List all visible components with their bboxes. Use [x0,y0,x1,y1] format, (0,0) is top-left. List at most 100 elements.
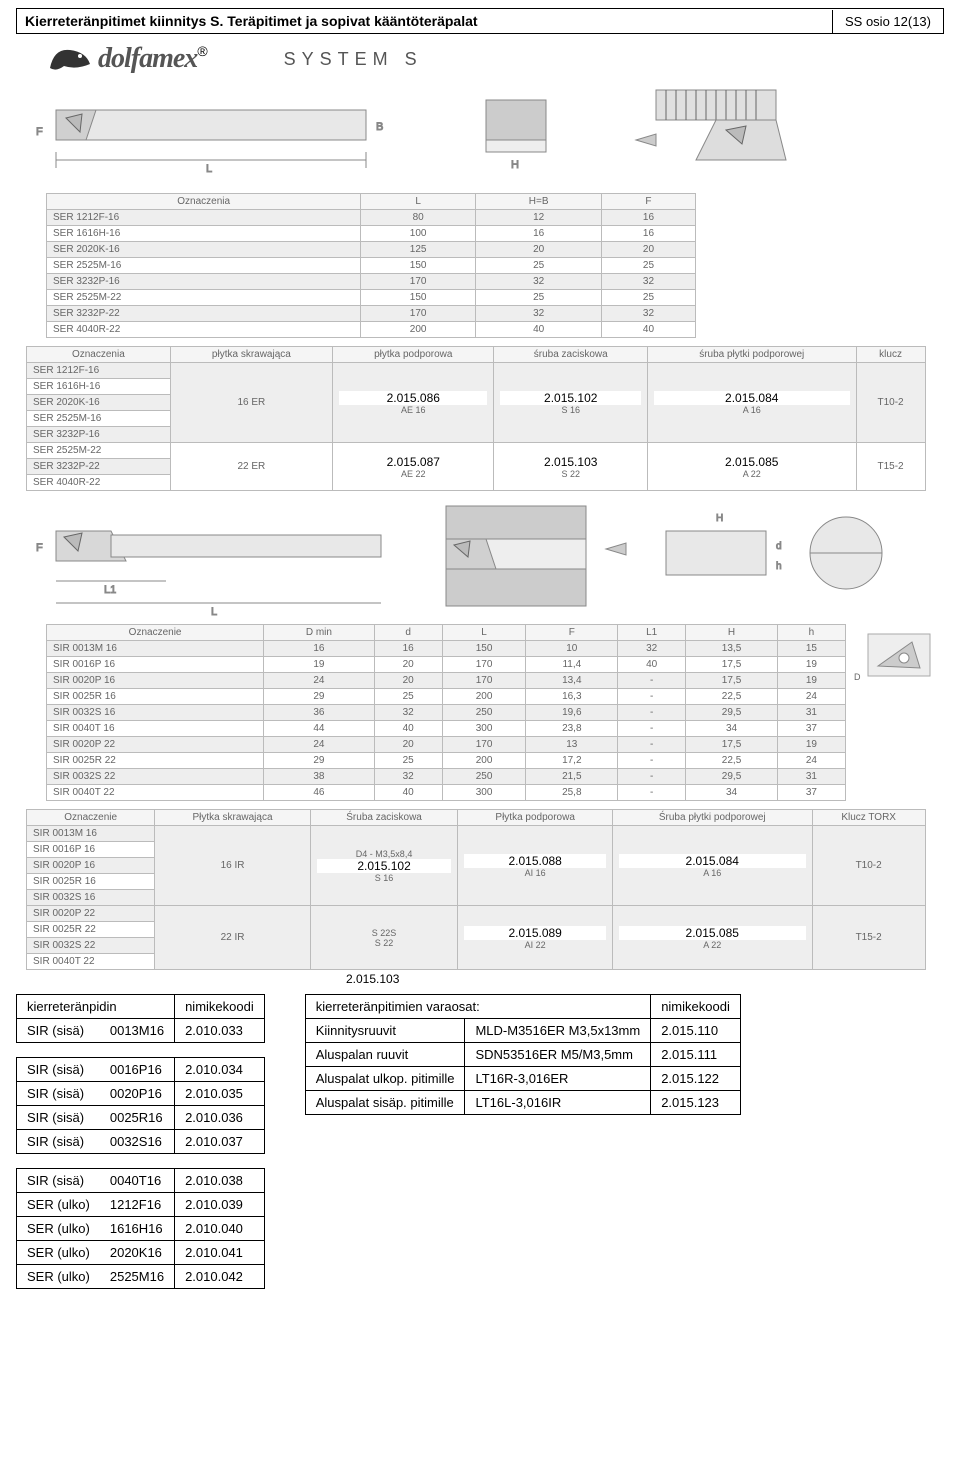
col-header: Klucz TORX [812,810,925,826]
cell: 13,4 [526,673,618,689]
col-header: H [686,625,778,641]
svg-text:L1: L1 [104,584,116,596]
overlay-code: 2.015.089 [464,926,605,940]
doc-header: Kierreteränpitimet kiinnitys S. Teräpiti… [16,8,944,34]
cell: 25 [374,753,442,769]
cell: 40 [618,657,686,673]
cell: SIR 0013M 16 [27,826,155,842]
cell: SER 2525M-16 [47,258,361,274]
cell: 2.015.085A 22 [612,906,812,970]
cell: 16 [374,641,442,657]
cell: 2.010.038 [175,1169,265,1193]
col-header: L [361,194,476,210]
cell: 125 [361,242,476,258]
cell: SIR 0025R 22 [27,922,155,938]
cell: 16 [475,226,601,242]
cell: 40 [475,322,601,338]
cell: 2.010.042 [175,1265,265,1289]
overlay-code: 2.015.084 [654,391,850,405]
tool-drawing-sir: F L1 L d h H [16,491,916,621]
overlay-code: 2.015.085 [654,455,850,469]
cell: SIR (sisä) [17,1019,100,1043]
ser-parts-table: Oznaczeniapłytka skrawającapłytka podpor… [26,346,926,491]
cell: 250 [442,705,526,721]
cell: 170 [361,306,476,322]
cell: 0016P16 [100,1058,175,1082]
cell: 19 [264,657,374,673]
col-header: d [374,625,442,641]
cell: SER 4040R-22 [27,475,171,491]
cell: SIR (sisä) [17,1106,100,1130]
svg-text:L: L [211,606,217,618]
cell: 25 [475,258,601,274]
cell: 300 [442,721,526,737]
cell: 2.010.039 [175,1193,265,1217]
cell: 2525M16 [100,1265,175,1289]
cell: SIR 0016P 16 [27,842,155,858]
cell: 170 [361,274,476,290]
cell: 22,5 [686,753,778,769]
cell: 44 [264,721,374,737]
cell: 2.015.085A 22 [647,443,856,491]
cell: SIR 0032S 22 [27,938,155,954]
cell: 2020K16 [100,1241,175,1265]
cell: 29 [264,689,374,705]
cell: 24 [777,753,845,769]
col-header: Oznaczenie [47,625,264,641]
cell: 31 [777,705,845,721]
cell: 2.015.084A 16 [647,363,856,443]
cell: 25 [475,290,601,306]
cell: 1616H16 [100,1217,175,1241]
cell: 24 [777,689,845,705]
cell: T10-2 [812,826,925,906]
col-header: Płytka skrawająca [155,810,310,826]
overlay-code: 2.015.085 [619,926,806,940]
cell: 2.010.041 [175,1241,265,1265]
spares-code-h: nimikekoodi [651,995,741,1019]
cell: 20 [374,657,442,673]
cell: S 22SS 22 [310,906,458,970]
cell: SER 3232P-16 [27,427,171,443]
cell: SDN53516ER M5/M3,5mm [465,1043,651,1067]
svg-text:H: H [511,159,519,171]
cell: D4 - M3,5x8,42.015.102S 16 [310,826,458,906]
sir-dim-table: OznaczenieD mindLFL1Hh SIR 0013M 1616161… [46,624,846,801]
overlay-code: 2.015.103 [500,455,641,469]
col-header: Śruba zaciskowa [310,810,458,826]
cell: SIR 0040T 22 [47,785,264,801]
cell: SIR 0025R 16 [47,689,264,705]
insert-icon [864,630,934,680]
cell: SER 2020K-16 [27,395,171,411]
brand-logo: dolfamex® [46,42,208,76]
cell: 16,3 [526,689,618,705]
cell: Kiinnitysruuvit [305,1019,465,1043]
cell: 17,5 [686,673,778,689]
cell: SER 1616H-16 [27,379,171,395]
col-header: śruba płytki podporowej [647,347,856,363]
cell: SIR 0025R 16 [27,874,155,890]
cell: Aluspalat ulkop. pitimille [305,1067,465,1091]
cell: MLD-M3516ER M3,5x13mm [465,1019,651,1043]
cell: 19 [777,737,845,753]
col-header: F [526,625,618,641]
cell: 32 [602,274,695,290]
cell: SIR (sisä) [17,1058,100,1082]
brand-reg: ® [197,43,207,59]
svg-text:F: F [36,542,43,554]
ser-dim-table: OznaczeniaLH=BF SER 1212F-16801216SER 16… [46,193,696,338]
col-header: L [442,625,526,641]
cell: - [618,737,686,753]
cell: 2.015.110 [651,1019,741,1043]
cell: SER 1212F-16 [47,210,361,226]
svg-text:B: B [376,121,383,133]
col-header: F [602,194,695,210]
spares-title: kierreteränpitimien varaosat: [305,995,650,1019]
cell: - [618,705,686,721]
col-header: Oznaczenie [27,810,155,826]
cell: 0025R16 [100,1106,175,1130]
cell: SER 1616H-16 [47,226,361,242]
cell: 100 [361,226,476,242]
cell: 300 [442,785,526,801]
col-header: Płytka podporowa [458,810,612,826]
cell: 29 [264,753,374,769]
